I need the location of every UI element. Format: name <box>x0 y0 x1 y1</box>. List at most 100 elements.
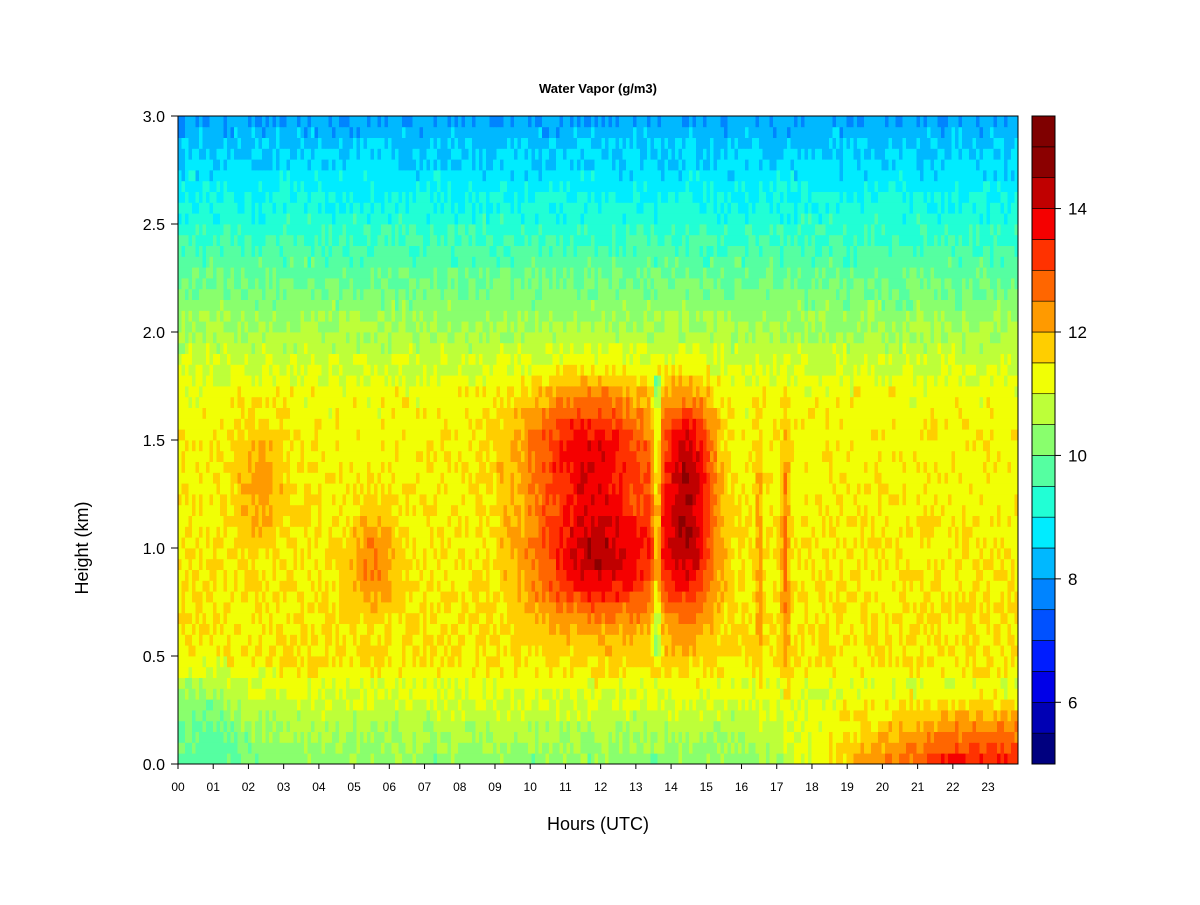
heatmap-cell <box>283 548 287 560</box>
heatmap-cell <box>885 623 889 635</box>
heatmap-cell <box>339 677 343 689</box>
heatmap-cell <box>398 548 403 560</box>
heatmap-cell <box>818 710 823 722</box>
heatmap-cell <box>909 612 914 624</box>
heatmap-cell <box>325 634 329 646</box>
heatmap-cell <box>335 699 340 711</box>
heatmap-cell <box>717 558 721 570</box>
heatmap-cell <box>839 569 844 581</box>
heatmap-cell <box>836 645 840 657</box>
heatmap-cell <box>192 656 196 668</box>
heatmap-cell <box>822 699 826 711</box>
heatmap-cell <box>279 645 284 657</box>
heatmap-cell <box>377 591 382 603</box>
heatmap-cell <box>258 666 263 678</box>
heatmap-cell <box>342 656 347 668</box>
heatmap-cell <box>538 645 543 657</box>
heatmap-cell <box>234 623 238 635</box>
heatmap-cell <box>923 720 928 732</box>
heatmap-cell <box>209 688 214 700</box>
heatmap-cell <box>612 710 616 722</box>
heatmap-cell <box>766 634 770 646</box>
heatmap-cell <box>188 623 193 635</box>
heatmap-cell <box>762 580 767 592</box>
heatmap-cell <box>815 591 819 603</box>
heatmap-cell <box>832 612 837 624</box>
heatmap-cell <box>619 677 623 689</box>
heatmap-cell <box>241 580 245 592</box>
heatmap-cell <box>930 720 935 732</box>
heatmap-cell <box>710 677 714 689</box>
heatmap-cell <box>955 558 959 570</box>
heatmap-cell <box>776 710 781 722</box>
heatmap-cell <box>710 602 714 614</box>
heatmap-cell <box>195 688 200 700</box>
heatmap-cell <box>416 623 420 635</box>
heatmap-cell <box>423 731 427 743</box>
heatmap-cell <box>706 742 711 754</box>
heatmap-cell <box>783 753 788 765</box>
heatmap-cell <box>192 537 196 549</box>
heatmap-cell <box>727 558 732 570</box>
heatmap-cell <box>377 623 382 635</box>
heatmap-cell <box>507 612 511 624</box>
heatmap-cell <box>234 677 238 689</box>
heatmap-cell <box>430 731 434 743</box>
heatmap-cell <box>846 656 851 668</box>
heatmap-cell <box>657 666 662 678</box>
heatmap-cell <box>930 731 935 743</box>
heatmap-cell <box>668 634 672 646</box>
heatmap-cell <box>290 580 294 592</box>
heatmap-cell <box>178 548 182 560</box>
heatmap-cell <box>759 645 763 657</box>
heatmap-cell <box>958 688 963 700</box>
heatmap-cell <box>202 753 207 765</box>
heatmap-cell <box>755 720 760 732</box>
heatmap-cell <box>916 580 921 592</box>
heatmap-cell <box>615 699 620 711</box>
heatmap-cell <box>864 548 868 560</box>
heatmap-cell <box>454 742 459 754</box>
heatmap-cell <box>671 558 676 570</box>
heatmap-cell <box>759 666 763 678</box>
heatmap-cell <box>510 677 515 689</box>
heatmap-cell <box>615 645 620 657</box>
heatmap-cell <box>773 537 777 549</box>
heatmap-cell <box>472 548 476 560</box>
heatmap-cell <box>794 580 798 592</box>
heatmap-cell <box>713 710 718 722</box>
heatmap-cell <box>412 623 417 635</box>
heatmap-cell <box>209 580 214 592</box>
heatmap-cell <box>402 548 406 560</box>
heatmap-cell <box>276 602 280 614</box>
heatmap-cell <box>199 634 203 646</box>
heatmap-cell <box>986 591 991 603</box>
heatmap-cell <box>419 742 424 754</box>
heatmap-cell <box>297 569 301 581</box>
heatmap-cell <box>220 548 224 560</box>
heatmap-cell <box>486 548 490 560</box>
heatmap-cell <box>853 580 858 592</box>
heatmap-cell <box>923 634 928 646</box>
heatmap-cell <box>346 645 350 657</box>
heatmap-cell <box>503 731 508 743</box>
heatmap-cell <box>671 699 676 711</box>
heatmap-cell <box>853 548 858 560</box>
heatmap-cell <box>402 742 406 754</box>
heatmap-cell <box>367 753 371 765</box>
heatmap-cell <box>580 591 585 603</box>
heatmap-cell <box>881 634 886 646</box>
heatmap-cell <box>815 677 819 689</box>
heatmap-cell <box>612 558 616 570</box>
heatmap-cell <box>937 634 942 646</box>
heatmap-cell <box>510 591 515 603</box>
heatmap-cell <box>356 699 361 711</box>
heatmap-cell <box>906 742 910 754</box>
heatmap-cell <box>335 558 340 570</box>
heatmap-cell <box>181 688 186 700</box>
heatmap-cell <box>580 731 585 743</box>
heatmap-cell <box>535 753 539 765</box>
heatmap-cell <box>626 537 630 549</box>
heatmap-cell <box>552 602 557 614</box>
heatmap-cell <box>906 612 910 624</box>
